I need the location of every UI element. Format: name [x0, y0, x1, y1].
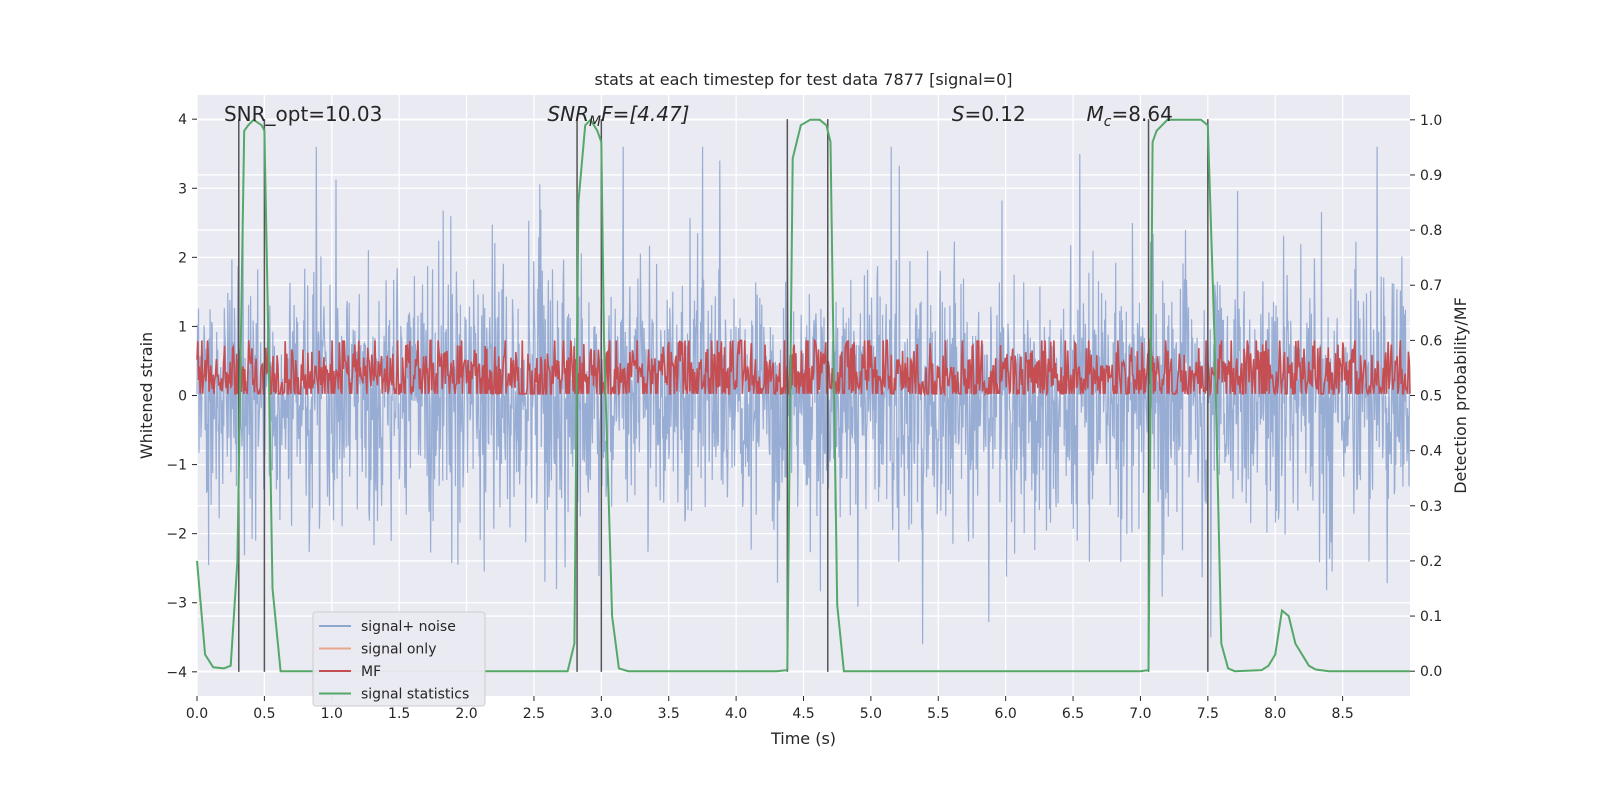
- annotation-mc-rest: =8.64: [1112, 102, 1173, 126]
- chart-title: stats at each timestep for test data 787…: [594, 70, 1012, 89]
- x-tick-label: 1.5: [388, 706, 410, 722]
- legend: signal+ noise signal only MF signal statist…: [312, 611, 486, 707]
- annotation-snr-mf-rest: F=[4.47]: [601, 102, 689, 126]
- annotation-mc-sub: c: [1104, 114, 1112, 130]
- y-tick-label: 4: [178, 112, 187, 128]
- annotation-mc: Mc=8.64: [1087, 102, 1173, 130]
- y-tick-label: −3: [166, 596, 187, 612]
- x-tick-label: 4.5: [792, 706, 814, 722]
- vertical-markers: [238, 119, 1209, 672]
- legend-label: signal+ noise: [361, 619, 456, 635]
- y2-tick-label: 1.0: [1420, 113, 1442, 129]
- y-tick-label: −2: [166, 527, 187, 543]
- legend-label: MF: [361, 664, 381, 680]
- x-tick-label: 1.0: [321, 706, 343, 722]
- y2-axis-label: Detection probability/MF: [1451, 297, 1470, 494]
- y2-tick-label: 0.9: [1420, 168, 1442, 184]
- y-tick-label: 1: [178, 319, 187, 335]
- axes: 0.0 0.5 1.0 1.5 2.0 2.5 3.0 3.5 4.0 4.5 5.0 5.5 6.0 6…: [166, 112, 1442, 722]
- x-tick-label: 2.0: [455, 706, 477, 722]
- y-tick-label: −4: [166, 665, 187, 681]
- x-tick-label: 5.0: [860, 706, 882, 722]
- annotation-mc-main: M: [1087, 102, 1104, 126]
- y2-tick-label: 0.3: [1420, 499, 1442, 515]
- annotation-s-main: S: [952, 102, 965, 126]
- y2-tick-label: 0.6: [1420, 333, 1442, 349]
- y2-tick-label: 0.0: [1420, 664, 1442, 680]
- x-axis-label: Time (s): [770, 729, 836, 748]
- x-tick-label: 3.0: [590, 706, 612, 722]
- x-tick-label: 8.0: [1264, 706, 1286, 722]
- y-tick-label: 0: [178, 389, 187, 405]
- y2-tick-label: 0.5: [1420, 389, 1442, 405]
- y-tick-label: −1: [166, 458, 187, 474]
- series-signal-statistics: [196, 118, 1410, 673]
- y-tick-label: 2: [178, 250, 187, 266]
- annotation-snr-mf-main: SNR: [547, 102, 589, 126]
- legend-label: signal only: [361, 642, 436, 658]
- legend-box: [312, 611, 486, 707]
- annotation-snr-mf-sub: M: [589, 114, 601, 130]
- y2-tick-label: 0.2: [1420, 554, 1442, 570]
- x-tick-label: 2.5: [523, 706, 545, 722]
- legend-label: signal statistics: [361, 687, 469, 703]
- x-tick-label: 6.5: [1062, 706, 1084, 722]
- annotation-s: S=0.12: [952, 102, 1026, 126]
- y2-tick-label: 0.1: [1420, 609, 1442, 625]
- y2-tick-label: 0.7: [1420, 278, 1442, 294]
- x-tick-label: 6.0: [995, 706, 1017, 722]
- x-tick-label: 0.5: [253, 706, 275, 722]
- x-tick-label: 7.0: [1129, 706, 1151, 722]
- y-tick-label: 3: [178, 181, 187, 197]
- x-tick-label: 8.5: [1331, 706, 1353, 722]
- x-tick-label: 4.0: [725, 706, 747, 722]
- y2-tick-label: 0.8: [1420, 223, 1442, 239]
- annotations: SNR_opt=10.03 SNRMF=[4.47] S=0.12 Mc=8.6…: [224, 102, 1173, 130]
- x-tick-label: 0.0: [186, 706, 208, 722]
- y2-tick-label: 0.4: [1420, 444, 1442, 460]
- x-tick-label: 7.5: [1197, 706, 1219, 722]
- annotation-snr-opt: SNR_opt=10.03: [224, 102, 382, 126]
- signal-statistics-line: [196, 118, 1410, 673]
- annotation-snr-mf: SNRMF=[4.47]: [547, 102, 689, 130]
- y-axis-label: Whitened strain: [137, 332, 156, 459]
- annotation-s-rest: =0.12: [964, 102, 1025, 126]
- x-tick-label: 3.5: [658, 706, 680, 722]
- x-tick-label: 5.5: [927, 706, 949, 722]
